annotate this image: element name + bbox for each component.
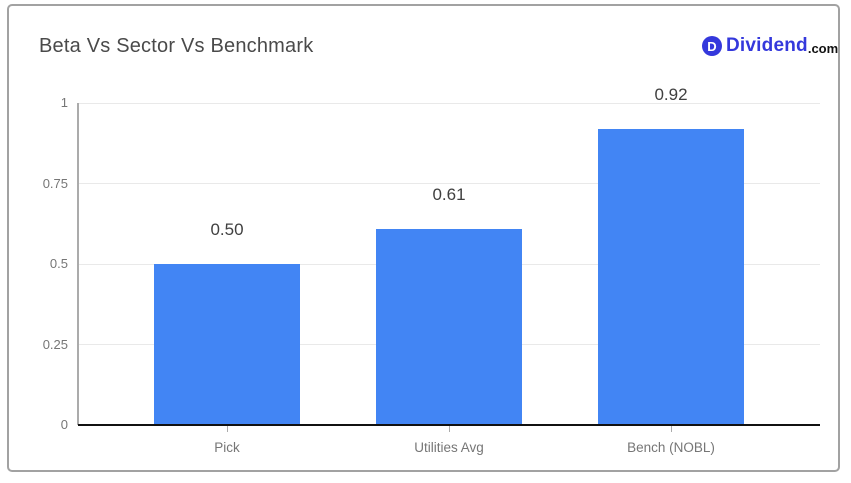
- dividend-logo-icon: D: [702, 36, 722, 56]
- y-axis-tick-label: 0: [60, 417, 68, 432]
- x-axis-label: Utilities Avg: [414, 440, 484, 455]
- gridline: [78, 102, 820, 104]
- y-axis-tick-label: 0.75: [42, 175, 68, 191]
- x-axis-tick: [670, 426, 672, 432]
- logo-suffix: .com: [807, 40, 839, 56]
- x-axis-tick: [226, 426, 228, 432]
- x-axis-label: Pick: [214, 440, 240, 455]
- y-axis-tick-label: 1: [60, 95, 68, 110]
- chart-title: Beta Vs Sector Vs Benchmark: [39, 35, 314, 57]
- logo-monogram: D: [707, 38, 717, 54]
- bar-value-label: 0.50: [210, 220, 244, 239]
- bar-value-label: 0.92: [654, 84, 688, 104]
- y-axis-line: [77, 103, 79, 425]
- x-axis-line: [78, 424, 820, 426]
- x-axis-tick: [448, 426, 450, 432]
- bar[interactable]: [154, 264, 300, 425]
- bar[interactable]: [598, 128, 744, 425]
- logo-text: Dividend: [726, 35, 808, 56]
- x-axis-label: Bench (NOBL): [627, 440, 715, 455]
- dividend-logo[interactable]: D Dividend .com: [702, 35, 838, 57]
- bar-value-label: 0.61: [432, 184, 466, 204]
- y-axis-tick-label: 0.5: [49, 256, 68, 271]
- y-axis-tick-label: 0.25: [42, 336, 68, 352]
- gridline: [78, 183, 820, 184]
- bar[interactable]: [376, 228, 522, 425]
